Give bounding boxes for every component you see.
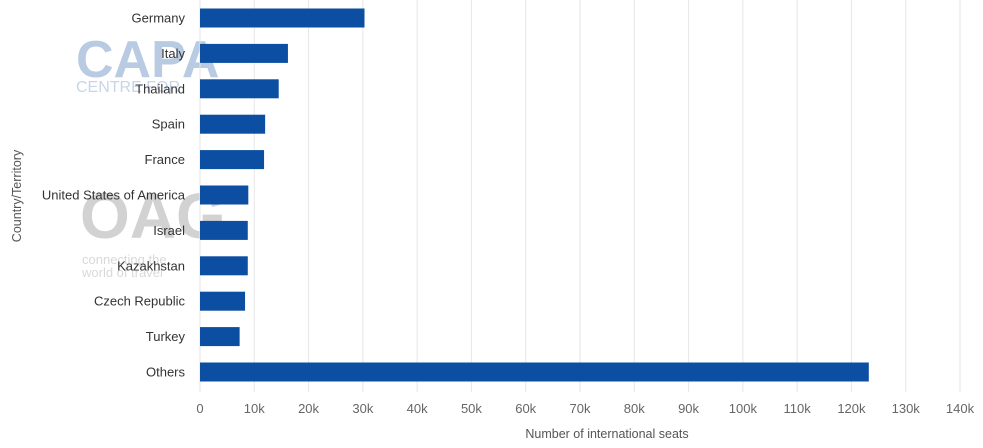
bar[interactable] bbox=[200, 362, 869, 382]
x-tick-label: 30k bbox=[352, 401, 373, 416]
x-tick-label: 20k bbox=[298, 401, 319, 416]
category-label: Thailand bbox=[135, 81, 185, 96]
category-label: Israel bbox=[153, 223, 185, 238]
category-label: Spain bbox=[152, 117, 185, 132]
oag-watermark-line1: connecting the bbox=[82, 252, 167, 267]
x-tick-labels: 0 10k 20k 30k 40k 50k 60k 70k 80k 90k 100k 110k 120k… bbox=[196, 401, 974, 416]
bar[interactable] bbox=[200, 150, 265, 170]
grid-lines bbox=[199, 0, 961, 392]
oag-watermark-line2: world of travel bbox=[81, 265, 163, 280]
bar[interactable] bbox=[200, 256, 248, 276]
capa-watermark: CAPA CENTRE FOR bbox=[76, 31, 219, 96]
x-tick-label: 60k bbox=[515, 401, 536, 416]
category-label: Germany bbox=[132, 11, 186, 26]
x-tick-label: 0 bbox=[196, 401, 203, 416]
bar[interactable] bbox=[200, 327, 240, 347]
category-label: Czech Republic bbox=[94, 294, 186, 309]
bar[interactable] bbox=[200, 220, 248, 240]
category-label: United States of America bbox=[42, 188, 186, 203]
x-tick-label: 80k bbox=[624, 401, 645, 416]
bar[interactable] bbox=[200, 43, 288, 63]
x-tick-label: 110k bbox=[784, 401, 812, 416]
category-label: Turkey bbox=[146, 329, 186, 344]
x-tick-label: 100k bbox=[729, 401, 758, 416]
category-labels: Germany Italy Thailand Spain France United St… bbox=[42, 11, 186, 380]
x-tick-label: 10k bbox=[244, 401, 265, 416]
x-tick-label: 90k bbox=[678, 401, 699, 416]
x-tick-label: 40k bbox=[407, 401, 428, 416]
bar[interactable] bbox=[200, 291, 246, 311]
category-label: France bbox=[145, 152, 185, 167]
x-tick-label: 130k bbox=[892, 401, 921, 416]
x-tick-label: 140k bbox=[946, 401, 975, 416]
category-label: Italy bbox=[161, 46, 185, 61]
category-label: Others bbox=[146, 365, 186, 380]
bar[interactable] bbox=[200, 8, 365, 28]
bars bbox=[200, 8, 869, 382]
bar[interactable] bbox=[200, 79, 279, 99]
capa-watermark-subtext: CENTRE FOR bbox=[76, 79, 180, 96]
capa-watermark-text: CAPA bbox=[76, 31, 219, 89]
y-axis-title: Country/Territory bbox=[10, 149, 24, 242]
x-axis-title: Number of international seats bbox=[525, 427, 688, 441]
bar[interactable] bbox=[200, 114, 266, 134]
x-tick-label: 120k bbox=[837, 401, 866, 416]
category-label: Kazakhstan bbox=[117, 258, 185, 273]
x-tick-label: 70k bbox=[570, 401, 591, 416]
x-tick-label: 50k bbox=[461, 401, 482, 416]
bar[interactable] bbox=[200, 185, 249, 205]
